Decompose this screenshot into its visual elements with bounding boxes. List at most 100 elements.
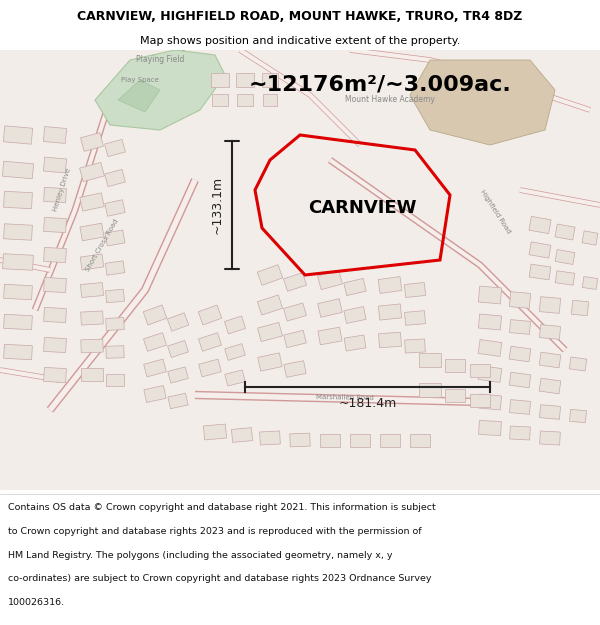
- Polygon shape: [168, 393, 188, 409]
- Polygon shape: [81, 368, 103, 381]
- Polygon shape: [509, 372, 531, 388]
- Polygon shape: [344, 278, 366, 296]
- Text: ~181.4m: ~181.4m: [338, 397, 397, 410]
- Text: HM Land Registry. The polygons (including the associated geometry, namely x, y: HM Land Registry. The polygons (includin…: [8, 551, 392, 560]
- Polygon shape: [43, 127, 67, 143]
- Polygon shape: [404, 339, 425, 353]
- Text: 100026316.: 100026316.: [8, 598, 65, 607]
- Text: Map shows position and indicative extent of the property.: Map shows position and indicative extent…: [140, 36, 460, 46]
- Polygon shape: [44, 368, 67, 382]
- Polygon shape: [571, 301, 589, 316]
- Text: Marshallen Road: Marshallen Road: [316, 394, 374, 401]
- Polygon shape: [318, 328, 342, 345]
- Polygon shape: [225, 370, 245, 386]
- Polygon shape: [44, 188, 67, 202]
- Polygon shape: [80, 223, 104, 241]
- Polygon shape: [43, 157, 67, 173]
- Polygon shape: [81, 339, 103, 353]
- Polygon shape: [4, 344, 32, 360]
- Polygon shape: [539, 378, 561, 394]
- Polygon shape: [569, 409, 586, 422]
- Polygon shape: [167, 313, 188, 331]
- Polygon shape: [569, 357, 587, 371]
- Text: to Crown copyright and database rights 2023 and is reproduced with the permissio: to Crown copyright and database rights 2…: [8, 527, 421, 536]
- Polygon shape: [80, 162, 104, 182]
- Polygon shape: [539, 431, 560, 445]
- Polygon shape: [80, 254, 104, 270]
- Polygon shape: [4, 191, 32, 209]
- Polygon shape: [167, 341, 188, 357]
- Polygon shape: [478, 339, 502, 356]
- Polygon shape: [529, 216, 551, 234]
- Polygon shape: [2, 254, 34, 270]
- Polygon shape: [290, 433, 310, 447]
- Polygon shape: [106, 346, 124, 358]
- Polygon shape: [478, 314, 502, 330]
- Polygon shape: [105, 230, 125, 246]
- Polygon shape: [236, 73, 254, 87]
- Polygon shape: [105, 200, 125, 216]
- Polygon shape: [445, 389, 465, 401]
- Polygon shape: [80, 193, 104, 211]
- Polygon shape: [144, 386, 166, 402]
- Polygon shape: [379, 332, 401, 348]
- Polygon shape: [95, 50, 225, 130]
- Text: Playing Field: Playing Field: [136, 56, 184, 64]
- Polygon shape: [539, 404, 560, 419]
- Polygon shape: [106, 374, 124, 386]
- Polygon shape: [237, 94, 253, 106]
- Polygon shape: [509, 292, 530, 308]
- Polygon shape: [44, 217, 67, 232]
- Text: ~12176m²/~3.009ac.: ~12176m²/~3.009ac.: [248, 75, 511, 95]
- Polygon shape: [44, 338, 67, 352]
- Text: Short Cross Road: Short Cross Road: [85, 217, 119, 272]
- Polygon shape: [143, 359, 166, 377]
- Polygon shape: [410, 434, 430, 446]
- Polygon shape: [44, 248, 67, 262]
- Polygon shape: [106, 318, 124, 331]
- Polygon shape: [320, 434, 340, 446]
- Polygon shape: [263, 94, 277, 106]
- Polygon shape: [404, 311, 425, 326]
- Polygon shape: [378, 276, 402, 294]
- Text: Play Space: Play Space: [121, 77, 159, 83]
- Polygon shape: [582, 231, 598, 245]
- Polygon shape: [478, 394, 502, 410]
- Polygon shape: [317, 271, 343, 289]
- Polygon shape: [4, 126, 32, 144]
- Polygon shape: [284, 303, 307, 321]
- Polygon shape: [478, 286, 502, 304]
- Polygon shape: [479, 421, 502, 436]
- Polygon shape: [529, 242, 551, 258]
- Polygon shape: [4, 284, 32, 300]
- Polygon shape: [211, 73, 229, 87]
- Text: CARNVIEW, HIGHFIELD ROAD, MOUNT HAWKE, TRURO, TR4 8DZ: CARNVIEW, HIGHFIELD ROAD, MOUNT HAWKE, T…: [77, 10, 523, 23]
- Polygon shape: [539, 297, 560, 313]
- Polygon shape: [419, 353, 441, 367]
- Polygon shape: [80, 282, 104, 298]
- Polygon shape: [404, 282, 425, 298]
- Polygon shape: [199, 332, 221, 351]
- Text: Mount Hawke Academy: Mount Hawke Academy: [345, 96, 435, 104]
- Polygon shape: [283, 272, 307, 291]
- Text: Contains OS data © Crown copyright and database right 2021. This information is : Contains OS data © Crown copyright and d…: [8, 504, 436, 512]
- Text: Highfield Road: Highfield Road: [479, 189, 511, 235]
- Polygon shape: [104, 139, 125, 157]
- Polygon shape: [555, 271, 575, 285]
- Polygon shape: [260, 431, 280, 445]
- Polygon shape: [80, 132, 103, 151]
- Polygon shape: [539, 324, 560, 339]
- Polygon shape: [104, 169, 125, 187]
- Text: ~133.1m: ~133.1m: [211, 176, 224, 234]
- Polygon shape: [419, 383, 441, 397]
- Polygon shape: [470, 394, 490, 406]
- Polygon shape: [198, 305, 222, 325]
- Polygon shape: [258, 353, 282, 371]
- Polygon shape: [509, 426, 530, 440]
- Text: co-ordinates) are subject to Crown copyright and database rights 2023 Ordnance S: co-ordinates) are subject to Crown copyr…: [8, 574, 431, 583]
- Polygon shape: [555, 224, 575, 240]
- Polygon shape: [224, 344, 245, 361]
- Polygon shape: [344, 335, 366, 351]
- Polygon shape: [509, 319, 530, 334]
- Polygon shape: [143, 305, 167, 325]
